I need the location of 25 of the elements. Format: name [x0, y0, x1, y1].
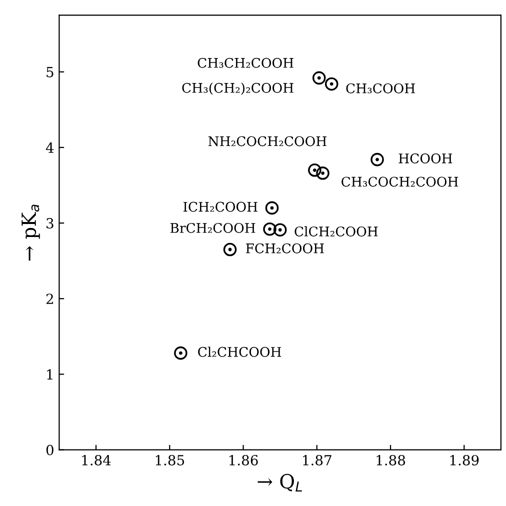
x-tick-label: 1.89	[450, 454, 479, 466]
x-tick-label: 1.88	[376, 454, 406, 466]
y-tick-label: 1	[47, 369, 52, 380]
x-axis-title: → Q$_{L}$	[258, 474, 302, 492]
x-tick-label: 1.84	[82, 454, 111, 466]
y-tick-label: 5	[46, 67, 54, 78]
x-tick-label: 1.86	[229, 454, 258, 466]
y-tick-label: 0	[46, 444, 54, 456]
x-tick-label: 1.85	[156, 454, 184, 466]
annotation: CH₃(CH₂)₂COOH	[182, 82, 294, 95]
annotation: CH₃COOH	[346, 83, 415, 94]
annotation: HCOOH	[398, 153, 452, 164]
annotation: CH₃COCH₂COOH	[342, 176, 458, 187]
annotation: Cl₂CHCOOH	[198, 346, 282, 357]
annotation: FCH₂COOH	[246, 243, 324, 254]
y-tick-label: 3	[46, 218, 54, 229]
annotation: ICH₂COOH	[183, 202, 258, 212]
annotation: BrCH₂COOH	[170, 222, 256, 233]
annotation: CH₃CH₂COOH	[198, 58, 294, 68]
annotation: ClCH₂COOH	[294, 226, 378, 236]
y-tick-label: 2	[46, 294, 53, 304]
annotation: NH₂COCH₂COOH	[208, 136, 326, 146]
y-tick-label: 4	[46, 142, 54, 153]
y-axis-title: → pK$_{a}$	[22, 204, 40, 261]
x-tick-label: 1.87	[303, 454, 332, 466]
